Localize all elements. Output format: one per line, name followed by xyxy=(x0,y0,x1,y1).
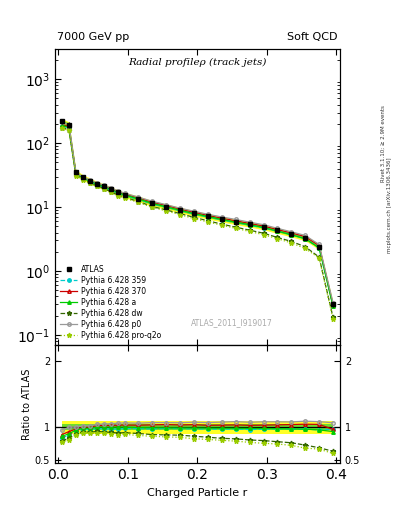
Y-axis label: Ratio to ATLAS: Ratio to ATLAS xyxy=(22,369,32,440)
Text: Radial profileρ (track jets): Radial profileρ (track jets) xyxy=(128,57,267,67)
Text: mcplots.cern.ch [arXiv:1306.3436]: mcplots.cern.ch [arXiv:1306.3436] xyxy=(387,157,391,252)
Text: 7000 GeV pp: 7000 GeV pp xyxy=(57,32,129,42)
Text: Soft QCD: Soft QCD xyxy=(288,32,338,42)
Text: ATLAS_2011_I919017: ATLAS_2011_I919017 xyxy=(191,318,273,327)
Text: Rivet 3.1.10; ≥ 2.9M events: Rivet 3.1.10; ≥ 2.9M events xyxy=(381,105,386,182)
Legend: ATLAS, Pythia 6.428 359, Pythia 6.428 370, Pythia 6.428 a, Pythia 6.428 dw, Pyth: ATLAS, Pythia 6.428 359, Pythia 6.428 37… xyxy=(59,264,163,341)
X-axis label: Charged Particle r: Charged Particle r xyxy=(147,488,248,498)
